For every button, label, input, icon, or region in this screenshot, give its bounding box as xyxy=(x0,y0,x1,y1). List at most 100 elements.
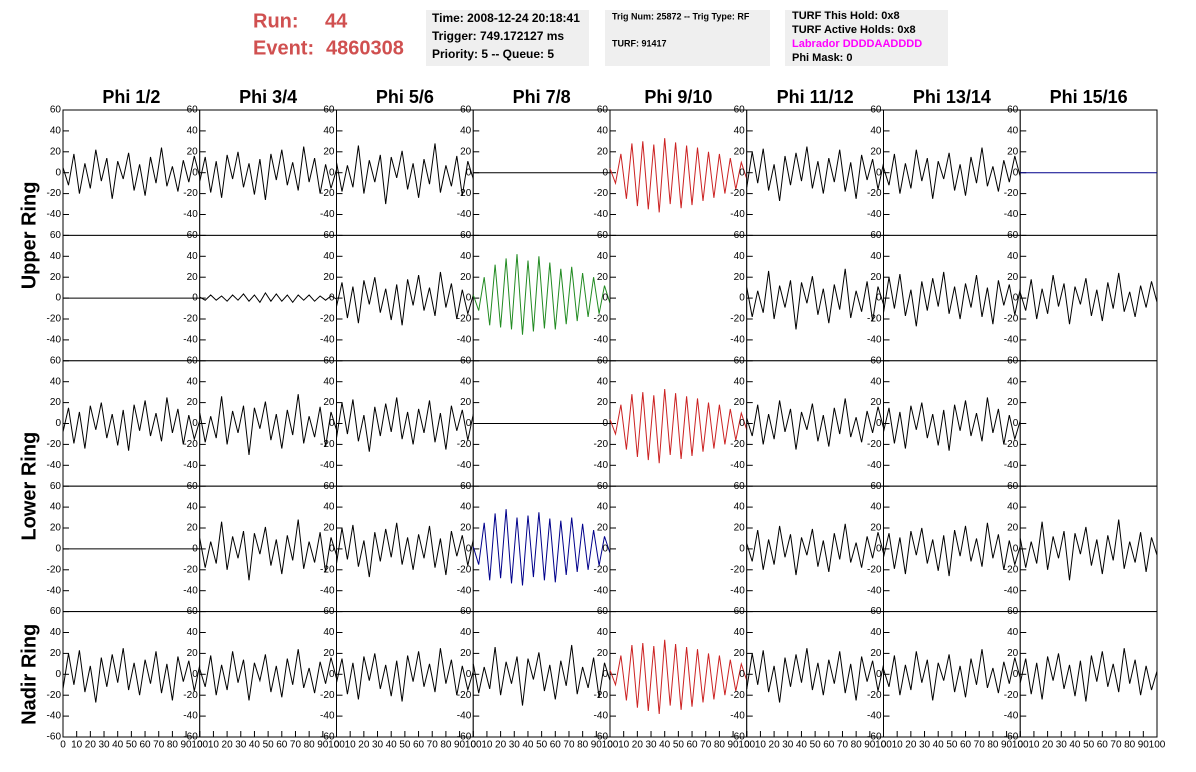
y-tick-label: 0 xyxy=(466,418,472,429)
x-tick-label: 80 xyxy=(577,740,589,751)
y-tick-label: 60 xyxy=(870,606,882,617)
y-tick-label: -40 xyxy=(47,585,62,596)
y-tick-label: -20 xyxy=(730,690,745,701)
y-tick-label: 20 xyxy=(597,272,609,283)
y-tick-label: 0 xyxy=(329,167,335,178)
x-tick-label: 40 xyxy=(249,740,261,751)
x-tick-label: 60 xyxy=(276,740,288,751)
x-tick-label: 70 xyxy=(837,740,849,751)
y-tick-label: 40 xyxy=(460,502,472,513)
x-tick-label: 50 xyxy=(946,740,958,751)
y-tick-label: 20 xyxy=(734,523,746,534)
x-tick-label: 50 xyxy=(263,740,275,751)
event-value: 4860308 xyxy=(326,37,404,59)
y-tick-label: 60 xyxy=(597,481,609,492)
y-tick-label: 20 xyxy=(597,146,609,157)
y-tick-label: 20 xyxy=(460,397,472,408)
x-tick-label: 50 xyxy=(810,740,822,751)
y-tick-label: -20 xyxy=(183,564,198,575)
y-tick-label: 20 xyxy=(50,523,62,534)
y-tick-label: 20 xyxy=(734,397,746,408)
y-tick-label: 0 xyxy=(466,167,472,178)
y-tick-label: -40 xyxy=(730,335,745,346)
y-tick-label: 20 xyxy=(1007,523,1019,534)
y-tick-label: -40 xyxy=(1004,335,1019,346)
y-tick-label: -20 xyxy=(183,314,198,325)
waveform xyxy=(609,138,748,213)
y-tick-label: 60 xyxy=(323,355,335,366)
y-tick-label: -40 xyxy=(730,585,745,596)
y-tick-label: -40 xyxy=(183,209,198,220)
y-tick-label: 0 xyxy=(466,544,472,555)
waveform xyxy=(883,147,1021,199)
x-tick-label: 70 xyxy=(290,740,302,751)
panel xyxy=(609,234,748,362)
ring-label: Nadir Ring xyxy=(18,624,40,725)
x-tick-label: 90 xyxy=(317,740,329,751)
y-tick-label: 20 xyxy=(323,523,335,534)
y-tick-label: -20 xyxy=(867,188,882,199)
y-tick-label: 0 xyxy=(55,418,61,429)
y-tick-label: 0 xyxy=(1013,544,1019,555)
y-tick-label: 0 xyxy=(55,167,61,178)
y-tick-label: 60 xyxy=(50,481,62,492)
x-tick-label: 20 xyxy=(222,740,234,751)
y-tick-label: -40 xyxy=(47,335,62,346)
x-tick-label: 20 xyxy=(1042,740,1054,751)
y-tick-label: -20 xyxy=(457,690,472,701)
y-tick-label: -40 xyxy=(867,335,882,346)
y-tick-label: 0 xyxy=(876,293,882,304)
y-tick-label: -40 xyxy=(1004,209,1019,220)
waveform xyxy=(1019,648,1158,702)
y-tick-label: 0 xyxy=(466,669,472,680)
y-tick-label: 20 xyxy=(734,272,746,283)
x-tick-label: 30 xyxy=(645,740,657,751)
y-tick-label: 0 xyxy=(876,418,882,429)
y-tick-label: 0 xyxy=(1013,418,1019,429)
y-tick-label: 20 xyxy=(50,272,62,283)
y-tick-label: 0 xyxy=(739,544,745,555)
waveform xyxy=(336,143,474,205)
y-tick-label: 0 xyxy=(466,293,472,304)
waveform xyxy=(883,397,1021,451)
x-tick-label: 100 xyxy=(191,740,208,751)
info-box xyxy=(426,10,589,66)
x-tick-label: 20 xyxy=(905,740,917,751)
waveform xyxy=(199,146,337,200)
y-tick-label: 60 xyxy=(460,230,472,241)
info-line: Labrador DDDDAADDDD xyxy=(792,38,922,50)
y-tick-label: 20 xyxy=(460,523,472,534)
x-tick-label: 60 xyxy=(960,740,972,751)
y-tick-label: 20 xyxy=(870,146,882,157)
y-tick-label: 40 xyxy=(1007,251,1019,262)
x-tick-label: 60 xyxy=(1097,740,1109,751)
x-tick-label: 40 xyxy=(112,740,124,751)
y-tick-label: -20 xyxy=(320,314,335,325)
y-tick-label: 20 xyxy=(870,648,882,659)
y-tick-label: 60 xyxy=(460,606,472,617)
y-tick-label: -40 xyxy=(594,711,609,722)
x-tick-label: 20 xyxy=(495,740,507,751)
waveform xyxy=(336,397,474,452)
x-tick-label: 90 xyxy=(591,740,603,751)
y-tick-label: -40 xyxy=(594,209,609,220)
y-tick-label: 40 xyxy=(187,376,199,387)
y-tick-label: -40 xyxy=(594,335,609,346)
waveform xyxy=(883,649,1021,701)
y-tick-label: -40 xyxy=(457,585,472,596)
x-tick-label: 10 xyxy=(481,740,493,751)
y-tick-label: -20 xyxy=(47,188,62,199)
waveform xyxy=(746,523,884,576)
y-tick-label: -40 xyxy=(730,711,745,722)
column-title: Phi 15/16 xyxy=(1050,87,1128,107)
y-tick-label: 60 xyxy=(187,105,199,116)
y-tick-label: -20 xyxy=(47,564,62,575)
y-tick-label: -20 xyxy=(594,439,609,450)
x-tick-label: 80 xyxy=(167,740,179,751)
x-tick-label: 0 xyxy=(881,740,887,751)
y-tick-label: -40 xyxy=(457,335,472,346)
y-tick-label: 40 xyxy=(50,376,62,387)
y-tick-label: -40 xyxy=(457,711,472,722)
y-tick-label: 0 xyxy=(1013,293,1019,304)
y-tick-label: -20 xyxy=(867,439,882,450)
